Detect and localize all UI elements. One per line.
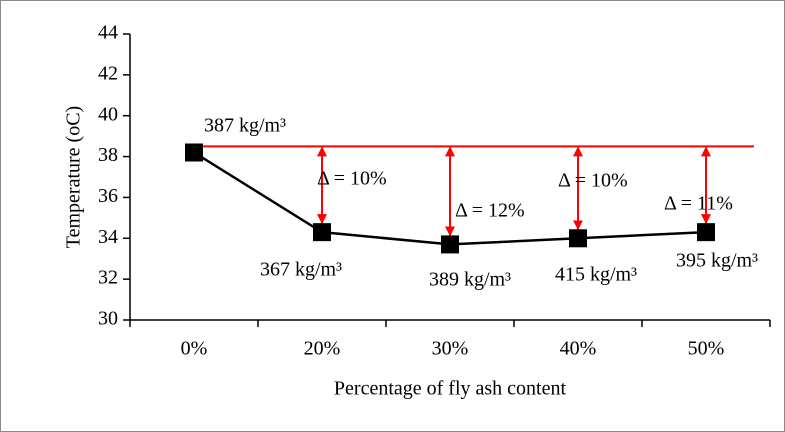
x-tick-label: 20%	[304, 338, 341, 360]
density-label: 367 kg/m³	[260, 259, 342, 281]
point-marker	[697, 223, 715, 242]
y-tick-label: 42	[98, 62, 118, 84]
point-marker	[441, 235, 459, 254]
density-label: 387 kg/m³	[204, 115, 286, 137]
y-tick-label: 40	[98, 103, 118, 125]
x-tick-label: 50%	[688, 338, 725, 360]
density-label: 415 kg/m³	[555, 264, 637, 286]
y-axis-title: Temperature (oC)	[63, 106, 85, 248]
delta-label: Δ = 10%	[317, 168, 387, 190]
y-tick-label: 38	[98, 144, 118, 166]
density-label: 389 kg/m³	[429, 269, 511, 291]
y-tick-label: 44	[98, 22, 118, 44]
point-marker	[569, 229, 587, 248]
y-tick-label: 32	[98, 267, 118, 289]
x-tick-label: 30%	[432, 338, 469, 360]
x-tick-label: 40%	[560, 338, 597, 360]
y-tick-label: 34	[98, 226, 118, 248]
point-marker	[313, 223, 331, 242]
density-label: 395 kg/m³	[676, 250, 758, 272]
y-tick-label: 36	[98, 185, 118, 207]
y-tick-label: 30	[98, 308, 118, 330]
x-tick-label: 0%	[181, 338, 208, 360]
point-marker	[185, 143, 203, 162]
x-axis-title: Percentage of fly ash content	[334, 378, 567, 400]
delta-label: Δ = 12%	[455, 200, 525, 222]
delta-label: Δ = 10%	[558, 170, 628, 192]
delta-label: Δ = 11%	[664, 193, 733, 215]
